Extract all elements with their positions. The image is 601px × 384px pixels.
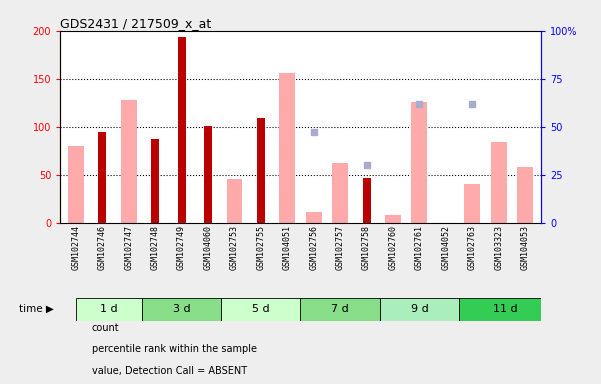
Text: GSM102763: GSM102763 <box>468 225 477 270</box>
Text: time ▶: time ▶ <box>19 304 54 314</box>
Bar <box>300 298 380 321</box>
Bar <box>76 298 142 321</box>
Text: GSM102761: GSM102761 <box>415 225 424 270</box>
Bar <box>99 131 106 223</box>
Text: GSM103323: GSM103323 <box>494 225 503 270</box>
Text: GSM102753: GSM102753 <box>230 225 239 270</box>
Bar <box>227 179 242 223</box>
Bar <box>380 298 459 321</box>
Bar <box>279 73 295 223</box>
Bar <box>490 142 507 223</box>
Text: GSM102749: GSM102749 <box>177 225 186 270</box>
Text: GSM102755: GSM102755 <box>257 225 266 270</box>
Text: GSM102744: GSM102744 <box>72 225 81 270</box>
Bar <box>257 118 265 223</box>
Text: GSM102748: GSM102748 <box>151 225 160 270</box>
Text: GSM104052: GSM104052 <box>441 225 450 270</box>
Text: 9 d: 9 d <box>410 304 429 314</box>
Text: 1 d: 1 d <box>100 304 118 314</box>
Text: 5 d: 5 d <box>252 304 270 314</box>
Text: GSM104053: GSM104053 <box>520 225 529 270</box>
Text: value, Detection Call = ABSENT: value, Detection Call = ABSENT <box>92 366 247 376</box>
Bar <box>385 215 401 223</box>
Bar <box>459 298 552 321</box>
Bar <box>221 298 300 321</box>
Text: GSM102760: GSM102760 <box>388 225 397 270</box>
Text: GSM102746: GSM102746 <box>98 225 107 270</box>
Text: GDS2431 / 217509_x_at: GDS2431 / 217509_x_at <box>60 17 212 30</box>
Text: 7 d: 7 d <box>331 304 349 314</box>
Bar <box>68 146 84 223</box>
Text: GSM104051: GSM104051 <box>283 225 292 270</box>
Text: GSM102756: GSM102756 <box>309 225 318 270</box>
Bar <box>332 163 348 223</box>
Bar <box>151 139 159 223</box>
Bar <box>142 298 221 321</box>
Bar <box>306 212 322 223</box>
Text: percentile rank within the sample: percentile rank within the sample <box>92 344 257 354</box>
Bar <box>178 38 186 223</box>
Text: GSM102757: GSM102757 <box>335 225 344 270</box>
Text: 11 d: 11 d <box>493 304 517 314</box>
Bar <box>412 102 427 223</box>
Bar <box>517 167 533 223</box>
Text: 3 d: 3 d <box>173 304 191 314</box>
Bar <box>204 126 212 223</box>
Text: GSM102758: GSM102758 <box>362 225 371 270</box>
Text: GSM104060: GSM104060 <box>204 225 213 270</box>
Text: count: count <box>92 323 120 333</box>
Bar <box>465 184 480 223</box>
Bar <box>362 178 370 223</box>
Text: GSM102747: GSM102747 <box>124 225 133 270</box>
Bar <box>121 100 136 223</box>
